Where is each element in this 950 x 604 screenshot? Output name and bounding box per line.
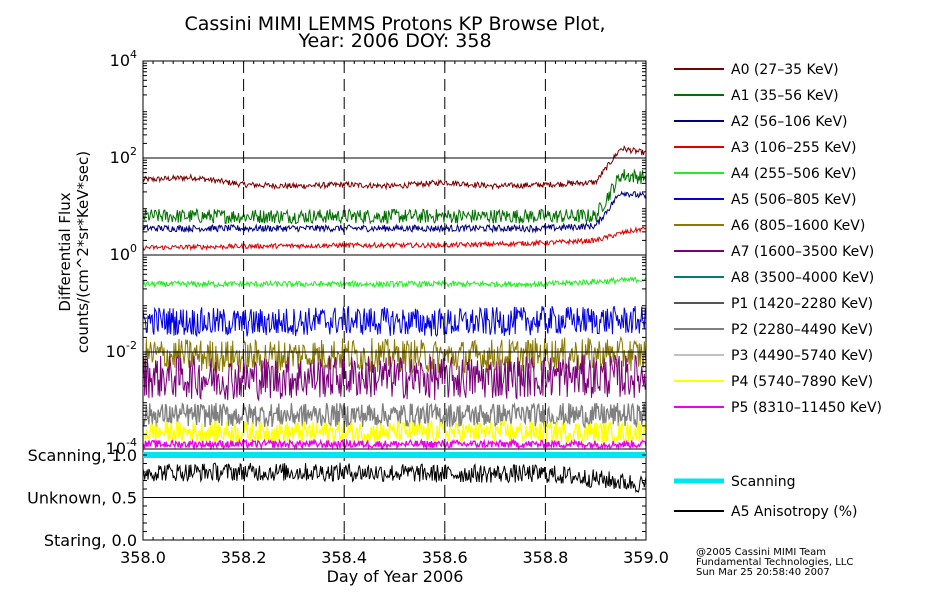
footer-date: Sun Mar 25 20:58:40 2007 (696, 567, 830, 578)
y-tick-label: Staring, 0.0 (44, 531, 137, 550)
legend-label: A4 (255–506 KeV) (731, 166, 856, 182)
series-line (142, 462, 647, 493)
legend-label: P2 (2280–4490 KeV) (731, 322, 873, 338)
y-tick-label: Scanning, 1.0 (28, 446, 137, 465)
legend-label: A2 (56–106 KeV) (731, 114, 848, 130)
y-axis-label-line1: Differential Flux (56, 192, 74, 311)
legend: A0 (27–35 KeV) A1 (35–56 KeV) A2 (56–106 K… (674, 62, 882, 520)
legend-label: Scanning (731, 474, 796, 490)
legend-label: A7 (1600–3500 KeV) (731, 244, 874, 260)
y-axis-label-line2: counts/(cm^2*sr*KeV*sec) (74, 151, 92, 353)
x-axis: 358.0 358.2 358.4 358.6 358.8 359.0 (120, 61, 669, 567)
x-tick-label: 359.0 (623, 548, 669, 567)
x-axis-label: Day of Year 2006 (327, 567, 464, 586)
series-line (142, 305, 647, 338)
legend-label: A5 (506–805 KeV) (731, 192, 856, 208)
footer-copyright: @2005 Cassini MIMI Team (696, 547, 826, 558)
series-line (142, 419, 647, 446)
legend-label: A6 (805–1600 KeV) (731, 218, 865, 234)
legend-label: P1 (1420–2280 KeV) (731, 296, 873, 312)
legend-label: P5 (8310–11450 KeV) (731, 400, 882, 416)
y-tick-label: Unknown, 0.5 (27, 489, 137, 508)
series-line (142, 190, 647, 234)
legend-label: A1 (35–56 KeV) (731, 88, 839, 104)
status-panel: Scanning, 1.0 Unknown, 0.5 Staring, 0.0 (27, 446, 647, 550)
series-line (142, 226, 647, 252)
x-tick-label: 358.0 (120, 548, 166, 567)
x-tick-label: 358.4 (321, 548, 367, 567)
chart-title: Cassini MIMI LEMMS Protons KP Browse Plo… (184, 13, 605, 35)
x-tick-label: 358.8 (522, 548, 568, 567)
series-line (142, 437, 647, 451)
x-tick-label: 358.2 (221, 548, 267, 567)
legend-label: A5 Anisotropy (%) (731, 504, 858, 520)
legend-label: A0 (27–35 KeV) (731, 62, 839, 78)
legend-label: P4 (5740–7890 KeV) (731, 374, 873, 390)
series-line (142, 335, 647, 374)
legend-label: A3 (106–255 KeV) (731, 140, 856, 156)
series-line (142, 354, 647, 402)
legend-label: A8 (3500–4000 KeV) (731, 270, 874, 286)
chart-subtitle: Year: 2006 DOY: 358 (297, 30, 491, 52)
x-tick-label: 358.6 (422, 548, 468, 567)
series-line (142, 168, 647, 225)
series-line (142, 276, 647, 289)
series-line (142, 145, 647, 191)
series-line (142, 401, 647, 430)
footer-company: Fundamental Technologies, LLC (696, 557, 853, 568)
legend-label: P3 (4490–5740 KeV) (731, 348, 873, 364)
